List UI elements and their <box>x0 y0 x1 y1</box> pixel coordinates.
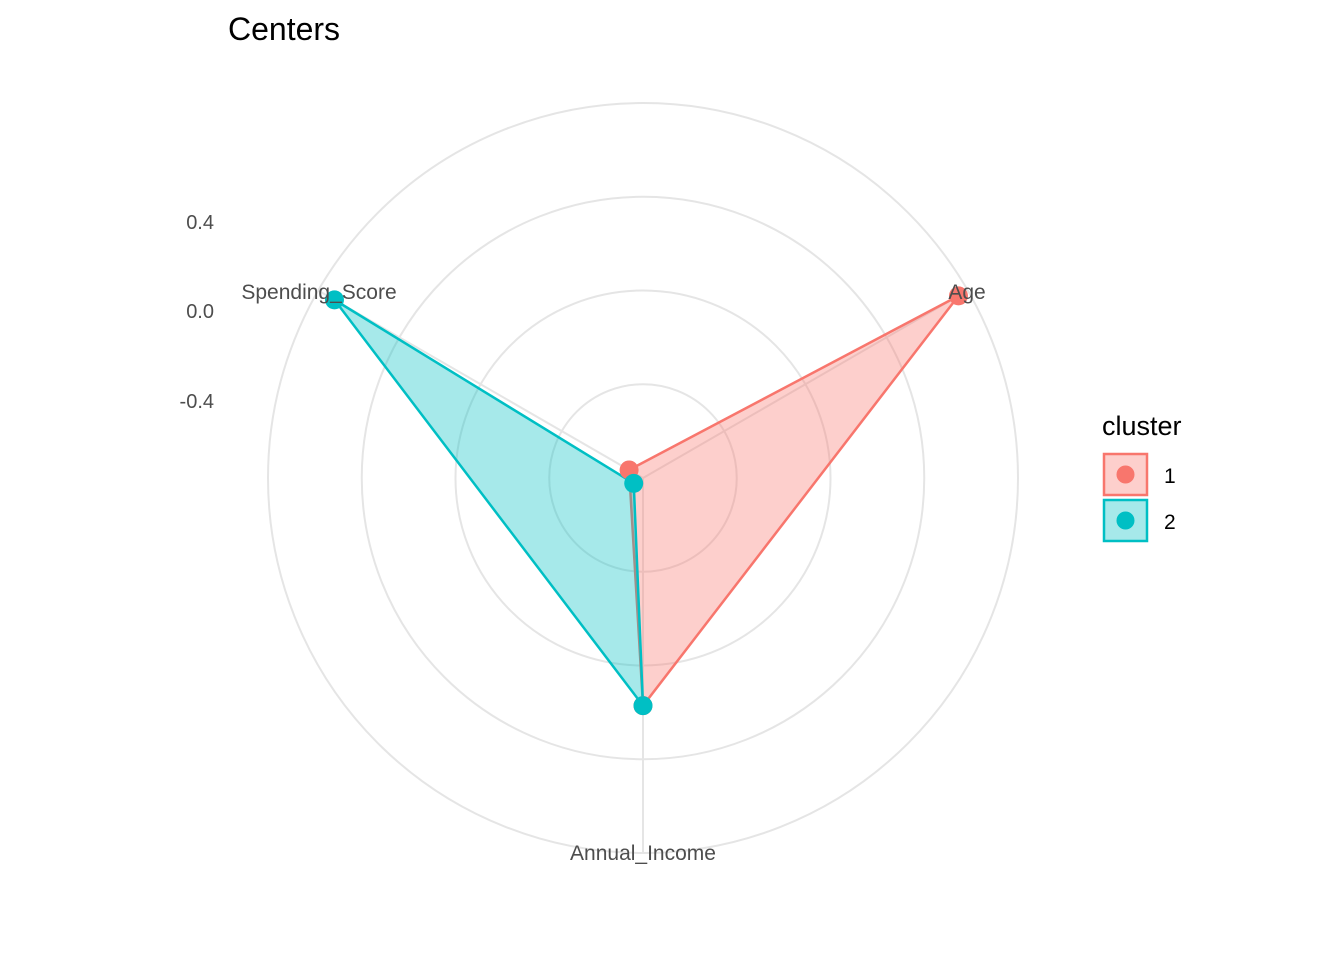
radial-tick-label: 0.0 <box>186 301 214 323</box>
series-1-point-age <box>948 286 968 306</box>
axis-label-spending-score: Spending_Score <box>241 281 396 304</box>
legend-dot-2 <box>1116 511 1135 530</box>
axis-label-annual-income: Annual_Income <box>570 842 716 865</box>
legend-title: cluster <box>1102 411 1182 441</box>
legend-label-1: 1 <box>1164 465 1176 488</box>
radial-tick-labels: 0.4 0.0 -0.4 <box>180 212 214 413</box>
series-2-point-spending-score <box>324 290 344 310</box>
series-layer <box>324 286 968 716</box>
legend-label-2: 2 <box>1164 511 1176 534</box>
radial-tick-label: 0.4 <box>186 212 214 234</box>
chart-title: Centers <box>228 11 340 47</box>
legend-item-1: 1 <box>1102 452 1176 497</box>
axis-label-age: Age <box>948 281 985 304</box>
radial-tick-label: -0.4 <box>180 391 214 413</box>
series-2-area <box>333 298 645 707</box>
legend: cluster 1 2 <box>1102 411 1182 543</box>
series-2-point-age <box>624 473 644 493</box>
legend-dot-1 <box>1116 465 1135 484</box>
series-2-point-annual-income <box>633 696 653 716</box>
axis-labels: Age Annual_Income Spending_Score <box>241 281 985 865</box>
grid-spoke-age <box>642 289 969 479</box>
legend-item-2: 2 <box>1102 498 1176 543</box>
series-1-area <box>627 294 960 707</box>
